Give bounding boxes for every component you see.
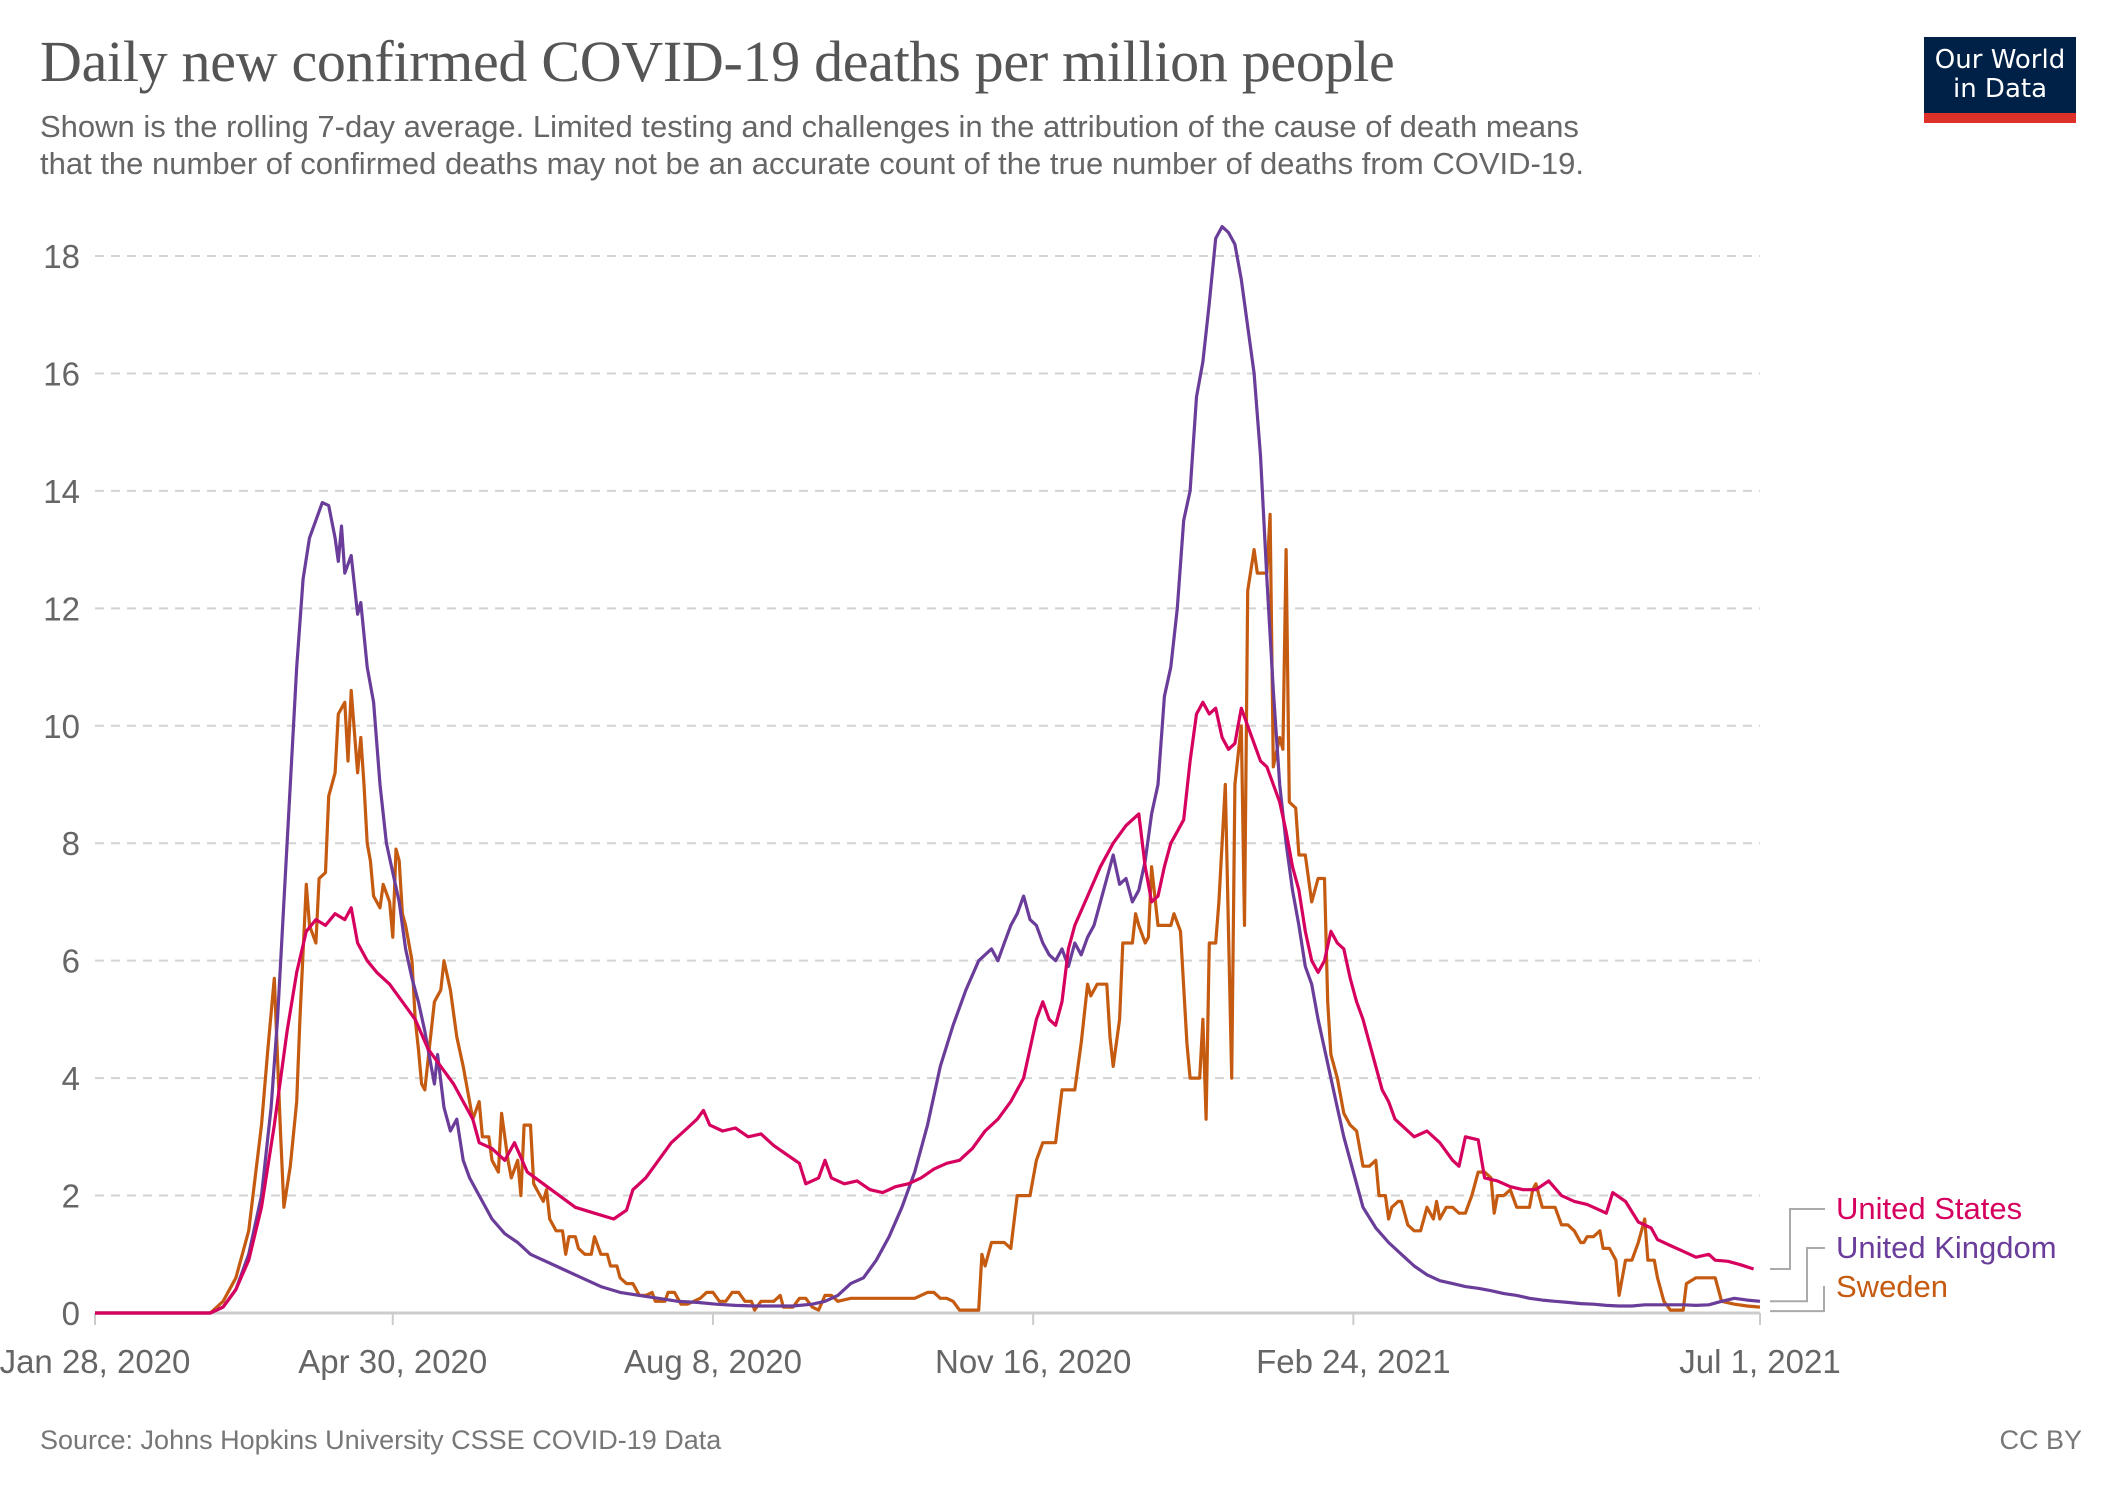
legend-connector bbox=[1770, 1286, 1825, 1313]
y-tick-label: 2 bbox=[62, 1178, 80, 1215]
y-tick-label: 8 bbox=[62, 825, 80, 862]
series-line-united-kingdom[interactable] bbox=[95, 225, 1761, 1315]
logo-line-2: in Data bbox=[1952, 74, 2048, 104]
logo-red-bar bbox=[1924, 113, 2076, 123]
y-tick-label: 14 bbox=[43, 473, 80, 510]
license-note[interactable]: CC BY bbox=[1999, 1425, 2082, 1455]
y-tick-label: 18 bbox=[43, 238, 80, 275]
legend-label-united-states[interactable]: United States bbox=[1836, 1191, 2022, 1226]
y-tick-label: 16 bbox=[43, 355, 80, 392]
chart-subtitle: Shown is the rolling 7-day average. Limi… bbox=[40, 108, 1840, 182]
y-axis-ticks: 0 2 4 6 8 10 12 14 16 18 bbox=[43, 238, 80, 1332]
y-tick-label: 4 bbox=[62, 1060, 80, 1097]
legend-label-united-kingdom[interactable]: United Kingdom bbox=[1836, 1230, 2057, 1265]
x-axis: Jan 28, 2020 Apr 30, 2020 Aug 8, 2020 Nov 1… bbox=[0, 1311, 1841, 1380]
legend-connector bbox=[1770, 1208, 1825, 1270]
end-labels-legend: United States United Kingdom Sweden bbox=[1770, 1191, 2057, 1313]
x-tick-label: Nov 16, 2020 bbox=[935, 1343, 1131, 1380]
x-tick-label: Feb 24, 2021 bbox=[1256, 1343, 1451, 1380]
subtitle-line-2: that the number of confirmed deaths may … bbox=[40, 146, 1584, 181]
y-tick-label: 12 bbox=[43, 590, 80, 627]
owid-logo[interactable]: Our World in Data bbox=[1924, 37, 2076, 123]
y-tick-label: 6 bbox=[62, 943, 80, 980]
subtitle-line-1: Shown is the rolling 7-day average. Limi… bbox=[40, 109, 1579, 144]
y-tick-label: 10 bbox=[43, 708, 80, 745]
x-tick-label: Aug 8, 2020 bbox=[624, 1343, 802, 1380]
x-tick-label: Apr 30, 2020 bbox=[298, 1343, 487, 1380]
x-tick-label: Jan 28, 2020 bbox=[0, 1343, 190, 1380]
series-line-sweden[interactable] bbox=[95, 512, 1761, 1315]
x-tick-label: Jul 1, 2021 bbox=[1679, 1343, 1840, 1380]
series-lines bbox=[95, 225, 1761, 1315]
logo-line-1: Our World bbox=[1934, 45, 2066, 75]
chart-title: Daily new confirmed COVID-19 deaths per … bbox=[40, 29, 1395, 94]
series-line-united-states[interactable] bbox=[95, 700, 1755, 1315]
gridlines bbox=[95, 255, 1760, 1197]
legend-label-sweden[interactable]: Sweden bbox=[1836, 1269, 1948, 1304]
legend-connector bbox=[1770, 1247, 1825, 1303]
y-tick-label: 0 bbox=[62, 1295, 80, 1332]
source-note[interactable]: Source: Johns Hopkins University CSSE CO… bbox=[40, 1425, 722, 1455]
